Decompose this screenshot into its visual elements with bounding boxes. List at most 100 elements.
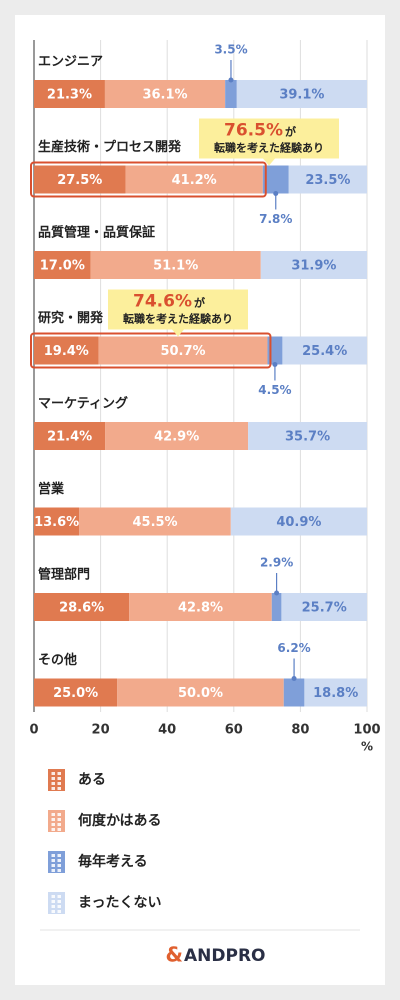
bar-segment [260, 251, 367, 279]
legend-icon-window [51, 777, 55, 780]
legend-label: まったくない [78, 895, 161, 911]
callout-box [108, 289, 248, 330]
legend-icon-window [57, 895, 61, 898]
category-label: 研究・開発 [38, 310, 104, 326]
category-label: 品質管理・品質保証 [38, 225, 155, 241]
bar-segment [105, 422, 249, 450]
highlight-box [30, 161, 267, 198]
leader-dot [273, 191, 279, 196]
legend-icon-window [51, 854, 55, 857]
callout-subtext: 転職を考えた経験あり [214, 141, 324, 155]
value-label: 21.3% [47, 88, 92, 103]
legend-icon-window [57, 813, 61, 816]
bar-segment [34, 251, 91, 279]
legend-icon-window [51, 905, 55, 908]
x-tick-label: 0 [29, 723, 38, 738]
value-label: 31.9% [291, 259, 336, 274]
value-label: 51.1% [153, 259, 198, 274]
category-label: マーケティング [38, 396, 128, 412]
value-label: 25.0% [53, 686, 98, 701]
legend-icon-window [57, 777, 61, 780]
legend-label: ある [78, 772, 106, 788]
legend-icon-window [57, 864, 61, 867]
legend-icon-window [51, 900, 55, 903]
value-label: 50.0% [178, 686, 223, 701]
value-label: 35.7% [285, 430, 330, 445]
legend-icon-window [57, 787, 61, 790]
legend-icon-window [51, 813, 55, 816]
x-unit: % [361, 740, 373, 754]
value-label: 39.1% [279, 88, 324, 103]
callout-highlight: 76.5% [224, 121, 283, 141]
value-label: 17.0% [40, 259, 85, 274]
callout-pointer [263, 158, 275, 166]
value-label: 36.1% [142, 88, 187, 103]
legend-icon-window [57, 772, 61, 775]
bar-segment [34, 507, 80, 536]
bar-segment [34, 336, 99, 365]
highlight-box [30, 332, 272, 369]
bar-segment [248, 422, 367, 450]
logo-text: ANDPRO [184, 946, 266, 966]
leader-dot [291, 676, 297, 681]
legend-icon-window [51, 787, 55, 790]
legend-label: 毎年考える [78, 853, 148, 870]
bar-segment [225, 80, 237, 108]
value-label: 21.4% [47, 430, 92, 445]
value-label: 4.5% [258, 383, 291, 397]
value-label: 27.5% [57, 173, 102, 188]
bar-segment [34, 422, 106, 450]
legend-icon-window [51, 859, 55, 862]
card [15, 15, 385, 985]
legend-icon-window [51, 818, 55, 821]
value-label: 25.4% [302, 344, 347, 359]
legend-icon-window [51, 895, 55, 898]
bar-segment [129, 593, 272, 621]
legend-icon [48, 810, 65, 832]
category-label: その他 [38, 652, 77, 668]
x-tick-label: 100 [353, 723, 380, 738]
x-tick-label: 20 [92, 723, 110, 738]
bar-segment [34, 165, 126, 194]
value-label: 13.6% [34, 515, 79, 530]
value-label: 42.9% [154, 430, 199, 445]
value-label: 23.5% [305, 173, 350, 188]
bar-segment [34, 593, 130, 621]
legend-icon [48, 769, 65, 791]
bar-segment [104, 80, 226, 108]
category-label: 管理部門 [38, 567, 90, 583]
bar-segment [283, 678, 305, 707]
legend-icon-window [57, 823, 61, 826]
bar-segment [262, 165, 289, 194]
callout-highlight: 74.6% [133, 292, 192, 312]
value-label: 7.8% [259, 212, 292, 226]
bar-segment [98, 336, 268, 365]
category-label: エンジニア [38, 55, 103, 70]
callout-pointer [172, 329, 184, 337]
bar-segment [117, 678, 284, 707]
legend-icon [48, 851, 65, 873]
category-label: 営業 [38, 481, 65, 497]
value-label: 6.2% [277, 641, 310, 655]
leader-dot [274, 590, 280, 596]
bar-segment [282, 336, 367, 365]
value-label: 2.9% [260, 556, 293, 570]
x-tick-label: 60 [225, 723, 243, 738]
legend-icon-window [51, 772, 55, 775]
bar-segment [230, 507, 367, 536]
bar-segment [288, 165, 367, 194]
callout-text: が [194, 296, 205, 310]
value-label: 42.8% [178, 601, 223, 616]
value-label: 25.7% [302, 601, 347, 616]
leader-dot [272, 362, 278, 367]
legend-icon-window [57, 910, 61, 913]
legend-icon-window [51, 869, 55, 872]
category-label: 生産技術・プロセス開発 [38, 139, 182, 155]
x-tick-label: 80 [291, 723, 309, 738]
value-label: 41.2% [172, 173, 217, 188]
legend-label: 何度かはある [78, 812, 161, 829]
bar-segment [236, 80, 367, 108]
logo-mark: & [166, 943, 183, 967]
legend-icon-window [51, 823, 55, 826]
